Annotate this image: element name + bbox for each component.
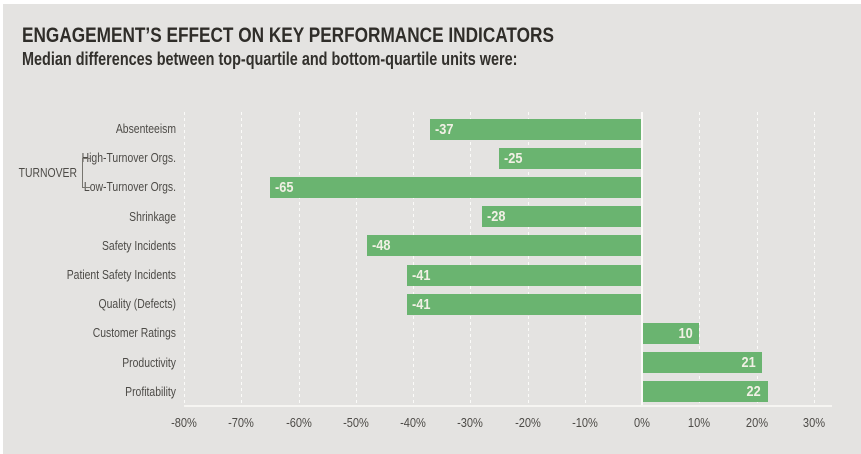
bar-value-label: -41 xyxy=(412,266,431,284)
bar: -37 xyxy=(430,118,641,140)
gridline xyxy=(413,112,414,405)
bar-value-label: -37 xyxy=(435,120,454,138)
gridline xyxy=(184,112,185,405)
bar: -41 xyxy=(407,293,641,315)
bar-value-label: 21 xyxy=(741,354,756,372)
x-tick-label: -60% xyxy=(285,415,312,430)
gridline xyxy=(699,112,701,405)
category-label: Patient Safety Incidents xyxy=(66,267,176,282)
bar: 21 xyxy=(643,352,763,374)
gridline xyxy=(241,112,243,405)
gridline xyxy=(298,112,300,405)
category-label: Profitability xyxy=(125,383,176,399)
bar: -65 xyxy=(269,176,641,198)
category-label: Shrinkage xyxy=(129,208,176,224)
bar: -25 xyxy=(498,147,641,169)
x-tick-label: 30% xyxy=(802,415,825,430)
chart-subtitle: Median differences between top-quartile … xyxy=(22,48,518,69)
x-tick-label: -10% xyxy=(571,415,598,430)
bar: -48 xyxy=(367,235,641,257)
gridline xyxy=(756,112,758,405)
bar-value-label: -28 xyxy=(486,208,506,226)
chart-title: ENGAGEMENT’S EFFECT ON KEY PERFORMANCE I… xyxy=(22,24,554,47)
chart-panel-background xyxy=(3,4,861,454)
bar-value-label: 22 xyxy=(746,383,761,401)
x-tick-label: 10% xyxy=(688,415,711,430)
bar-value-label: -65 xyxy=(274,178,294,196)
bar: -28 xyxy=(481,206,641,228)
turnover-bracket-top-tick xyxy=(82,157,90,159)
bar: 22 xyxy=(643,381,768,403)
turnover-bracket-label: TURNOVER xyxy=(18,164,77,180)
gridline xyxy=(813,112,815,405)
x-tick-label: 20% xyxy=(745,415,768,430)
x-axis-line xyxy=(184,405,832,407)
bar-value-label: 10 xyxy=(678,324,693,342)
bar: -41 xyxy=(407,264,641,286)
gridline xyxy=(584,112,586,405)
gridline xyxy=(527,112,529,405)
gridline xyxy=(355,112,357,405)
bar-value-label: -41 xyxy=(412,295,431,313)
x-tick-label: -30% xyxy=(457,415,484,430)
turnover-bracket-bottom-tick xyxy=(82,186,90,188)
category-label: High-Turnover Orgs. xyxy=(81,150,176,166)
category-label: Quality (Defects) xyxy=(98,296,176,312)
zero-gridline xyxy=(641,112,643,405)
category-label: Safety Incidents xyxy=(102,237,176,253)
bar-value-label: -48 xyxy=(372,237,391,255)
x-tick-label: -40% xyxy=(400,415,426,430)
category-label: Low-Turnover Orgs. xyxy=(83,179,176,195)
bar-value-label: -25 xyxy=(503,149,523,167)
x-tick-label: -20% xyxy=(514,415,541,430)
x-tick-label: -80% xyxy=(171,415,197,430)
bar: 10 xyxy=(643,322,700,344)
category-label: Absenteeism xyxy=(115,121,176,136)
category-label: Customer Ratings xyxy=(92,325,176,341)
x-tick-label: -50% xyxy=(342,415,369,430)
turnover-bracket-vline xyxy=(82,157,83,188)
x-tick-label: -70% xyxy=(228,415,255,430)
x-tick-label: 0% xyxy=(634,415,650,430)
category-label: Productivity xyxy=(122,354,176,370)
gridline xyxy=(470,112,472,405)
